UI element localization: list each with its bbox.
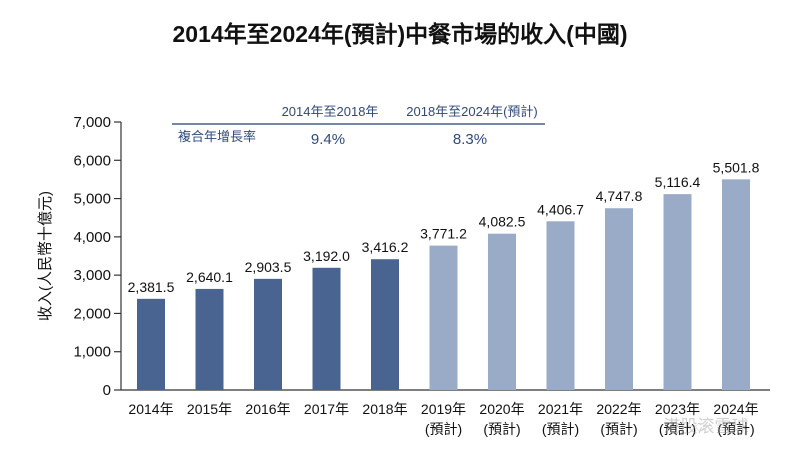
bars: 2,381.5 2014年 2,640.1 2015年 2,903.5 2016年 3,19…	[128, 159, 760, 437]
x-tick-label: 2019年	[421, 401, 466, 417]
y-tick-label: 7,000	[73, 114, 111, 131]
x-tick-label: 2014年	[128, 401, 173, 417]
bar-2016年	[254, 278, 282, 390]
bar-2019年	[429, 245, 458, 390]
bar-2024年	[722, 179, 750, 390]
bar-value-label: 4,082.5	[479, 214, 526, 230]
bar-value-label: 2,640.1	[186, 269, 233, 285]
cagr-column-header: 2014年至2018年	[282, 104, 379, 119]
x-tick-label: 2017年	[304, 401, 349, 417]
bar-2023年	[663, 194, 692, 390]
bar-2022年	[605, 208, 633, 390]
y-tick-label: 0	[103, 382, 111, 399]
cagr-column-header: 2018年至2024年(預計)	[406, 104, 538, 119]
bar-2018年	[371, 259, 399, 390]
cagr-row-label: 複合年增長率	[178, 129, 256, 144]
bar-value-label: 4,406.7	[537, 201, 584, 217]
y-tick-label: 3,000	[73, 267, 111, 284]
cagr-value: 9.4%	[311, 131, 345, 148]
watermark-text: 港股滚雪球	[664, 417, 749, 436]
y-tick-label: 1,000	[73, 344, 111, 361]
x-tick-forecast-label: (預計)	[717, 421, 754, 437]
bar-2015年	[195, 288, 224, 390]
axes: 0 1,000 2,000 3,000 4,000 5,000 6,000 7,000	[73, 114, 770, 399]
x-tick-forecast-label: (預計)	[425, 421, 462, 437]
x-tick-label: 2018年	[362, 401, 407, 417]
bar-2020年	[488, 233, 516, 390]
bar-value-label: 2,381.5	[128, 279, 175, 295]
x-tick-label: 2020年	[479, 401, 524, 417]
bar-2017年	[312, 267, 341, 390]
bar-value-label: 5,116.4	[655, 174, 701, 190]
x-tick-forecast-label: (預計)	[542, 421, 579, 437]
bar-value-label: 3,416.2	[362, 239, 409, 255]
watermark: ◌	[695, 417, 705, 436]
bar-value-label: 4,747.8	[596, 188, 643, 204]
x-tick-label: 2016年	[245, 401, 290, 417]
bar-value-label: 2,903.5	[245, 259, 292, 275]
x-tick-forecast-label: (預計)	[600, 421, 637, 437]
bar-value-label: 5,501.8	[713, 159, 760, 175]
bar-value-label: 3,192.0	[303, 248, 350, 264]
bar-2014年	[137, 298, 165, 390]
bar-value-label: 3,771.2	[420, 226, 467, 242]
x-tick-label: 2022年	[596, 401, 641, 417]
x-tick-label: 2015年	[187, 401, 232, 417]
cagr-value: 8.3%	[453, 131, 487, 148]
y-tick-label: 5,000	[73, 191, 111, 208]
cagr-table: 複合年增長率 2014年至2018年 9.4% 2018年至2024年(預計) 8.3%	[172, 104, 545, 148]
chart-title: 2014年至2024年(預計)中餐市場的收入(中國)	[173, 21, 628, 47]
x-tick-label: 2023年	[655, 401, 700, 417]
y-tick-label: 6,000	[73, 152, 111, 169]
x-tick-label: 2024年	[713, 401, 758, 417]
x-tick-forecast-label: (預計)	[659, 421, 696, 437]
y-tick-label: 4,000	[73, 229, 111, 246]
bar-2021年	[546, 221, 575, 390]
x-tick-label: 2021年	[538, 401, 583, 417]
y-axis-label: 收入(人民幣十億元)	[37, 191, 54, 321]
x-tick-forecast-label: (預計)	[483, 421, 520, 437]
y-tick-label: 2,000	[73, 305, 111, 322]
